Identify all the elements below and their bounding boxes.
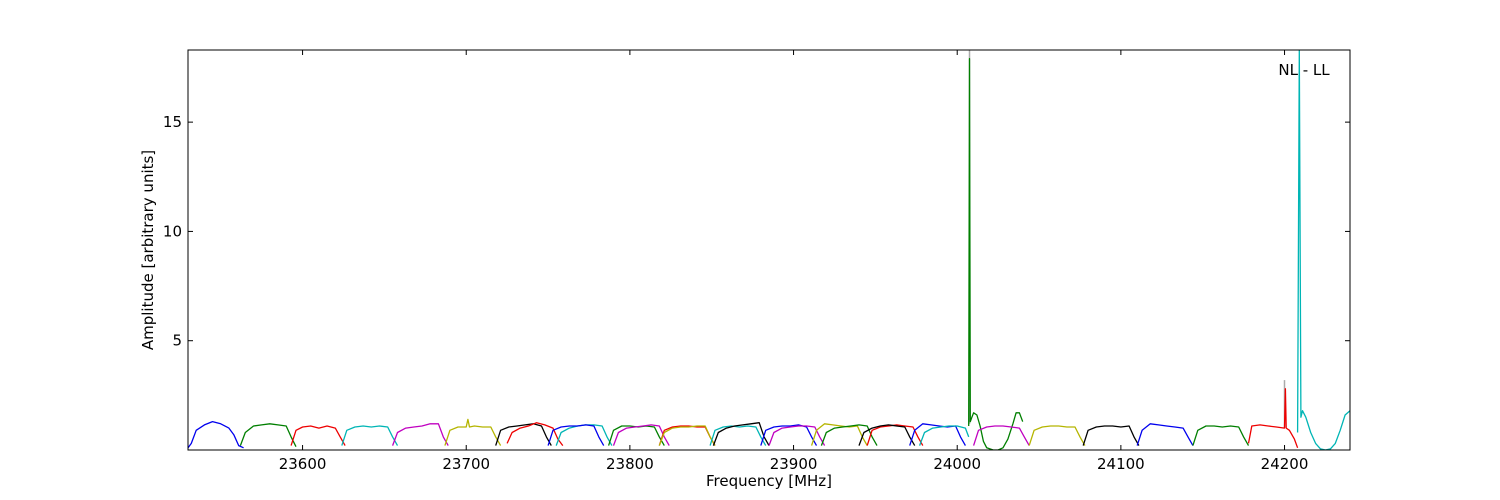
series-line-28 — [1028, 425, 1086, 446]
x-axis-label: Frequency [MHz] — [706, 472, 832, 490]
y-tick-label: 10 — [163, 222, 182, 240]
x-tick-label: 23700 — [442, 455, 490, 473]
x-tick-label: 23600 — [279, 455, 327, 473]
series-line-19 — [810, 423, 868, 446]
series-line-7 — [495, 423, 552, 446]
plot-frame — [187, 49, 1351, 451]
series-line-16 — [712, 422, 770, 446]
series-line-12 — [612, 424, 670, 446]
series-line-18 — [768, 425, 826, 446]
series-line-31 — [1192, 425, 1250, 446]
x-tick-label: 23900 — [770, 455, 818, 473]
series-line-6 — [444, 418, 502, 446]
x-tick-label: 24200 — [1261, 455, 1309, 473]
series-layer — [188, 50, 1350, 450]
y-tick-label: 5 — [172, 332, 182, 350]
y-axis: 5 10 15 — [163, 113, 1350, 350]
x-axis: 23600 23700 23800 23900 24000 24100 24200 — [279, 50, 1309, 473]
chart-annotation: NL - LL — [1278, 61, 1330, 79]
series-line-26 — [968, 58, 1024, 450]
series-line-1 — [188, 420, 244, 449]
x-tick-label: 24100 — [1097, 455, 1145, 473]
series-line-2 — [239, 423, 297, 447]
series-line-22 — [858, 424, 916, 446]
series-line-23 — [909, 423, 966, 446]
x-tick-label: 23800 — [606, 455, 654, 473]
series-line-8 — [506, 422, 564, 446]
series-line-4 — [341, 425, 399, 446]
series-line-34 — [1296, 50, 1350, 450]
plot-area — [188, 50, 1350, 450]
x-tick-label: 24000 — [933, 455, 981, 473]
series-line-29 — [1082, 425, 1140, 446]
series-line-24 — [918, 425, 970, 446]
series-line-10 — [547, 424, 605, 446]
series-line-30 — [1136, 423, 1194, 446]
series-line-21 — [866, 424, 924, 446]
series-line-15 — [709, 425, 767, 446]
series-line-33 — [1247, 388, 1299, 449]
y-axis-label: Amplitude [arbitrary units] — [139, 150, 157, 350]
series-line-17 — [760, 424, 818, 446]
series-line-5 — [391, 423, 449, 446]
series-line-14 — [658, 425, 716, 446]
series-line-27 — [972, 425, 1030, 446]
y-tick-label: 15 — [163, 113, 182, 131]
series-line-20 — [820, 424, 878, 446]
series-line-3 — [290, 425, 346, 446]
